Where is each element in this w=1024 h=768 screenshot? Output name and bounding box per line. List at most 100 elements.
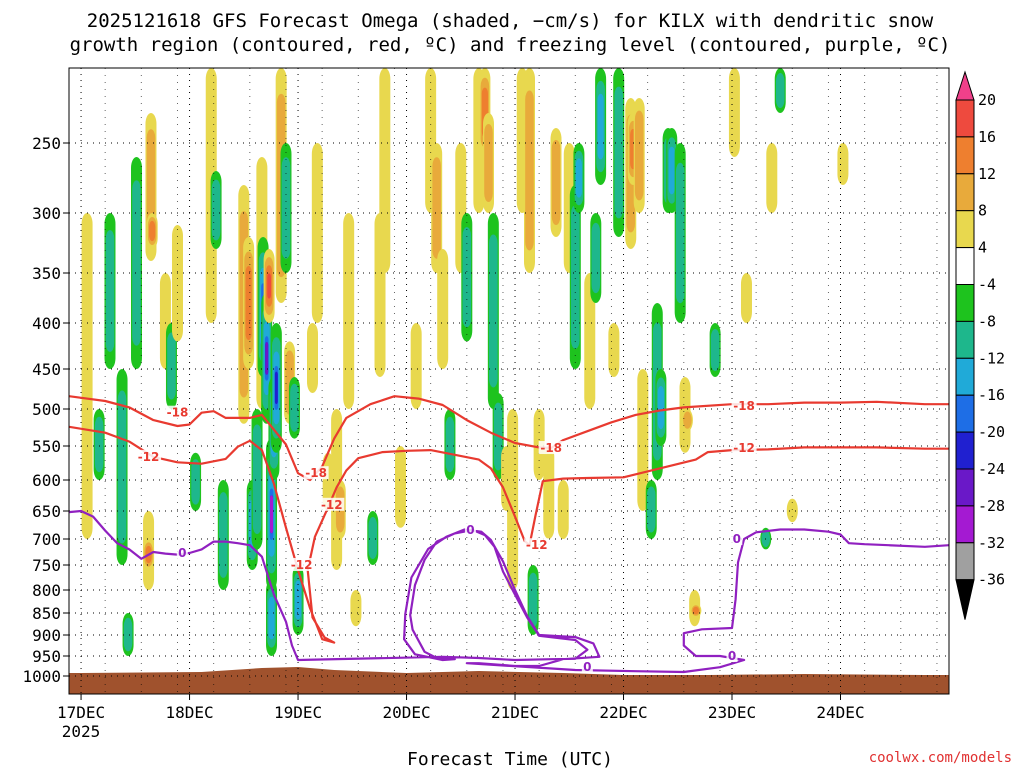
contour-label-bg-7 — [524, 538, 550, 552]
contour-label-bg-0 — [164, 405, 190, 419]
colorbar-swatch-5 — [955, 247, 975, 286]
omega-cell-40-0 — [350, 590, 362, 627]
colorbar-top-arrow — [955, 70, 975, 101]
x-tick-label-23DEC: 23DEC — [708, 703, 756, 722]
omega-cell-24-3 — [267, 273, 271, 299]
colorbar-label-8: 8 — [978, 202, 987, 220]
colorbar-label--16: -16 — [978, 386, 1005, 404]
colorbar-bottom-arrow — [955, 579, 975, 620]
x-tick-label-17DEC: 17DEC — [57, 703, 105, 722]
omega-cell-61-1 — [528, 572, 538, 628]
y-tick-label-600: 600 — [32, 471, 61, 490]
dgz-contour-minus12 — [69, 425, 949, 644]
omega-cell-87-2 — [692, 606, 699, 615]
y-tick-label-700: 700 — [32, 530, 61, 549]
y-tick-label-550: 550 — [32, 437, 61, 456]
y-tick-label-750: 750 — [32, 556, 61, 575]
y-tick-label-950: 950 — [32, 647, 61, 666]
x-tick-sublabel-17DEC: 2025 — [62, 722, 101, 741]
y-tick-label-1000: 1000 — [22, 667, 61, 686]
contour-label-2: -18 — [540, 441, 562, 455]
omega-cell-69-0 — [584, 273, 596, 409]
contour-lines — [69, 395, 949, 674]
x-tick-label-19DEC: 19DEC — [274, 703, 322, 722]
dgz-contour-minus18 — [69, 395, 949, 482]
colorbar-label--28: -28 — [978, 497, 1005, 515]
contour-label-bg-8 — [731, 441, 757, 455]
contour-label-1: -18 — [305, 466, 327, 480]
omega-cell-25-6 — [270, 495, 274, 534]
colorbar: 20 16 12 8 4 -4 -8 -12 -16 -20 -24 -28 -32 -36 — [955, 70, 1005, 620]
y-tick-label-450: 450 — [32, 360, 61, 379]
omega-cell-47-1 — [432, 157, 441, 259]
omega-cell-78-1 — [646, 486, 656, 533]
omega-cell-82-2 — [668, 146, 675, 195]
contour-label-12: 0 — [728, 649, 736, 663]
terrain-fill — [69, 667, 949, 694]
y-tick-label-900: 900 — [32, 626, 61, 645]
plot-frame — [68, 67, 950, 695]
omega-cell-92-0 — [766, 143, 778, 213]
colorbar-swatch-12 — [955, 505, 975, 544]
contour-label-11: 0 — [733, 532, 741, 546]
omega-cell-73-1 — [614, 86, 623, 219]
omega-cell-43-0 — [379, 68, 391, 273]
credit-text: coolwx.com/models — [869, 750, 1012, 766]
omega-cell-63-0 — [543, 446, 555, 539]
y-tick-label-400: 400 — [32, 314, 61, 333]
chart-title-line2: growth region (contoured, red, ºC) and f… — [70, 34, 951, 56]
omega-cell-1-1 — [94, 416, 104, 473]
chart-title-line1: 2025121618 GFS Forecast Omega (shaded, −… — [87, 10, 934, 32]
omega-cell-15-1 — [211, 179, 221, 241]
contour-label-bg-1 — [303, 466, 329, 480]
terrain-ground — [69, 667, 949, 694]
contour-label-10: 0 — [466, 523, 474, 537]
omega-cell-76-1 — [634, 110, 644, 201]
y-axis-pressure: 250 300 350 400 450 500 550 600 650 700 750 800 850 9… — [22, 134, 69, 686]
omega-cell-72-0 — [608, 323, 620, 377]
colorbar-swatch-4 — [955, 210, 975, 249]
omega-cell-5-1 — [132, 180, 141, 346]
colorbar-swatch-11 — [955, 468, 975, 507]
omega-cell-0-0 — [81, 213, 93, 539]
contour-label-0: -18 — [167, 406, 189, 420]
contour-label-6: -12 — [291, 558, 313, 572]
omega-cell-95-0 — [837, 143, 849, 185]
contour-label-13: 0 — [583, 660, 591, 674]
colorbar-label--12: -12 — [978, 349, 1005, 367]
contour-label-bg-10 — [464, 523, 476, 537]
colorbar-swatch-3 — [955, 173, 975, 212]
omega-cell-54-1 — [484, 124, 493, 202]
omega-cell-83-1 — [675, 162, 685, 304]
x-axis-label: Forecast Time (UTC) — [407, 749, 613, 768]
omega-cell-28-4 — [274, 371, 278, 405]
omega-cell-71-2 — [597, 93, 604, 160]
omega-cell-12-0 — [171, 225, 183, 342]
contour-label-bg-5 — [319, 497, 345, 511]
omega-cell-49-1 — [445, 416, 455, 473]
colorbar-swatch-1 — [955, 99, 975, 138]
colorbar-label--24: -24 — [978, 460, 1005, 478]
omega-cell-23-5 — [265, 342, 269, 375]
contour-label-bg-3 — [731, 398, 757, 412]
omega-cell-13-1 — [191, 459, 200, 505]
omega-cell-77-0 — [637, 369, 649, 511]
x-tick-label-20DEC: 20DEC — [382, 703, 430, 722]
omega-cell-44-0 — [395, 446, 407, 528]
omega-cell-58-0 — [507, 409, 519, 590]
omega-cell-41-1 — [368, 516, 378, 560]
contour-label-bg-12 — [726, 649, 738, 662]
omega-cell-88-1 — [710, 328, 720, 372]
contour-label-7: -12 — [526, 538, 548, 552]
y-tick-label-500: 500 — [32, 400, 61, 419]
contour-labels: -18 -18 -18 -18 -12 -12 -12 -12 -12 0 0 0 0 0 — [136, 398, 757, 674]
colorbar-swatch-10 — [955, 431, 975, 470]
colorbar-swatch-6 — [955, 284, 975, 322]
colorbar-label-16: 16 — [978, 128, 996, 146]
x-tick-label-18DEC: 18DEC — [165, 703, 213, 722]
colorbar-label-20: 20 — [978, 91, 996, 109]
omega-cell-45-0 — [410, 323, 422, 409]
colorbar-label-12: 12 — [978, 165, 996, 183]
y-tick-label-650: 650 — [32, 502, 61, 521]
omega-cell-55-1 — [489, 234, 498, 388]
